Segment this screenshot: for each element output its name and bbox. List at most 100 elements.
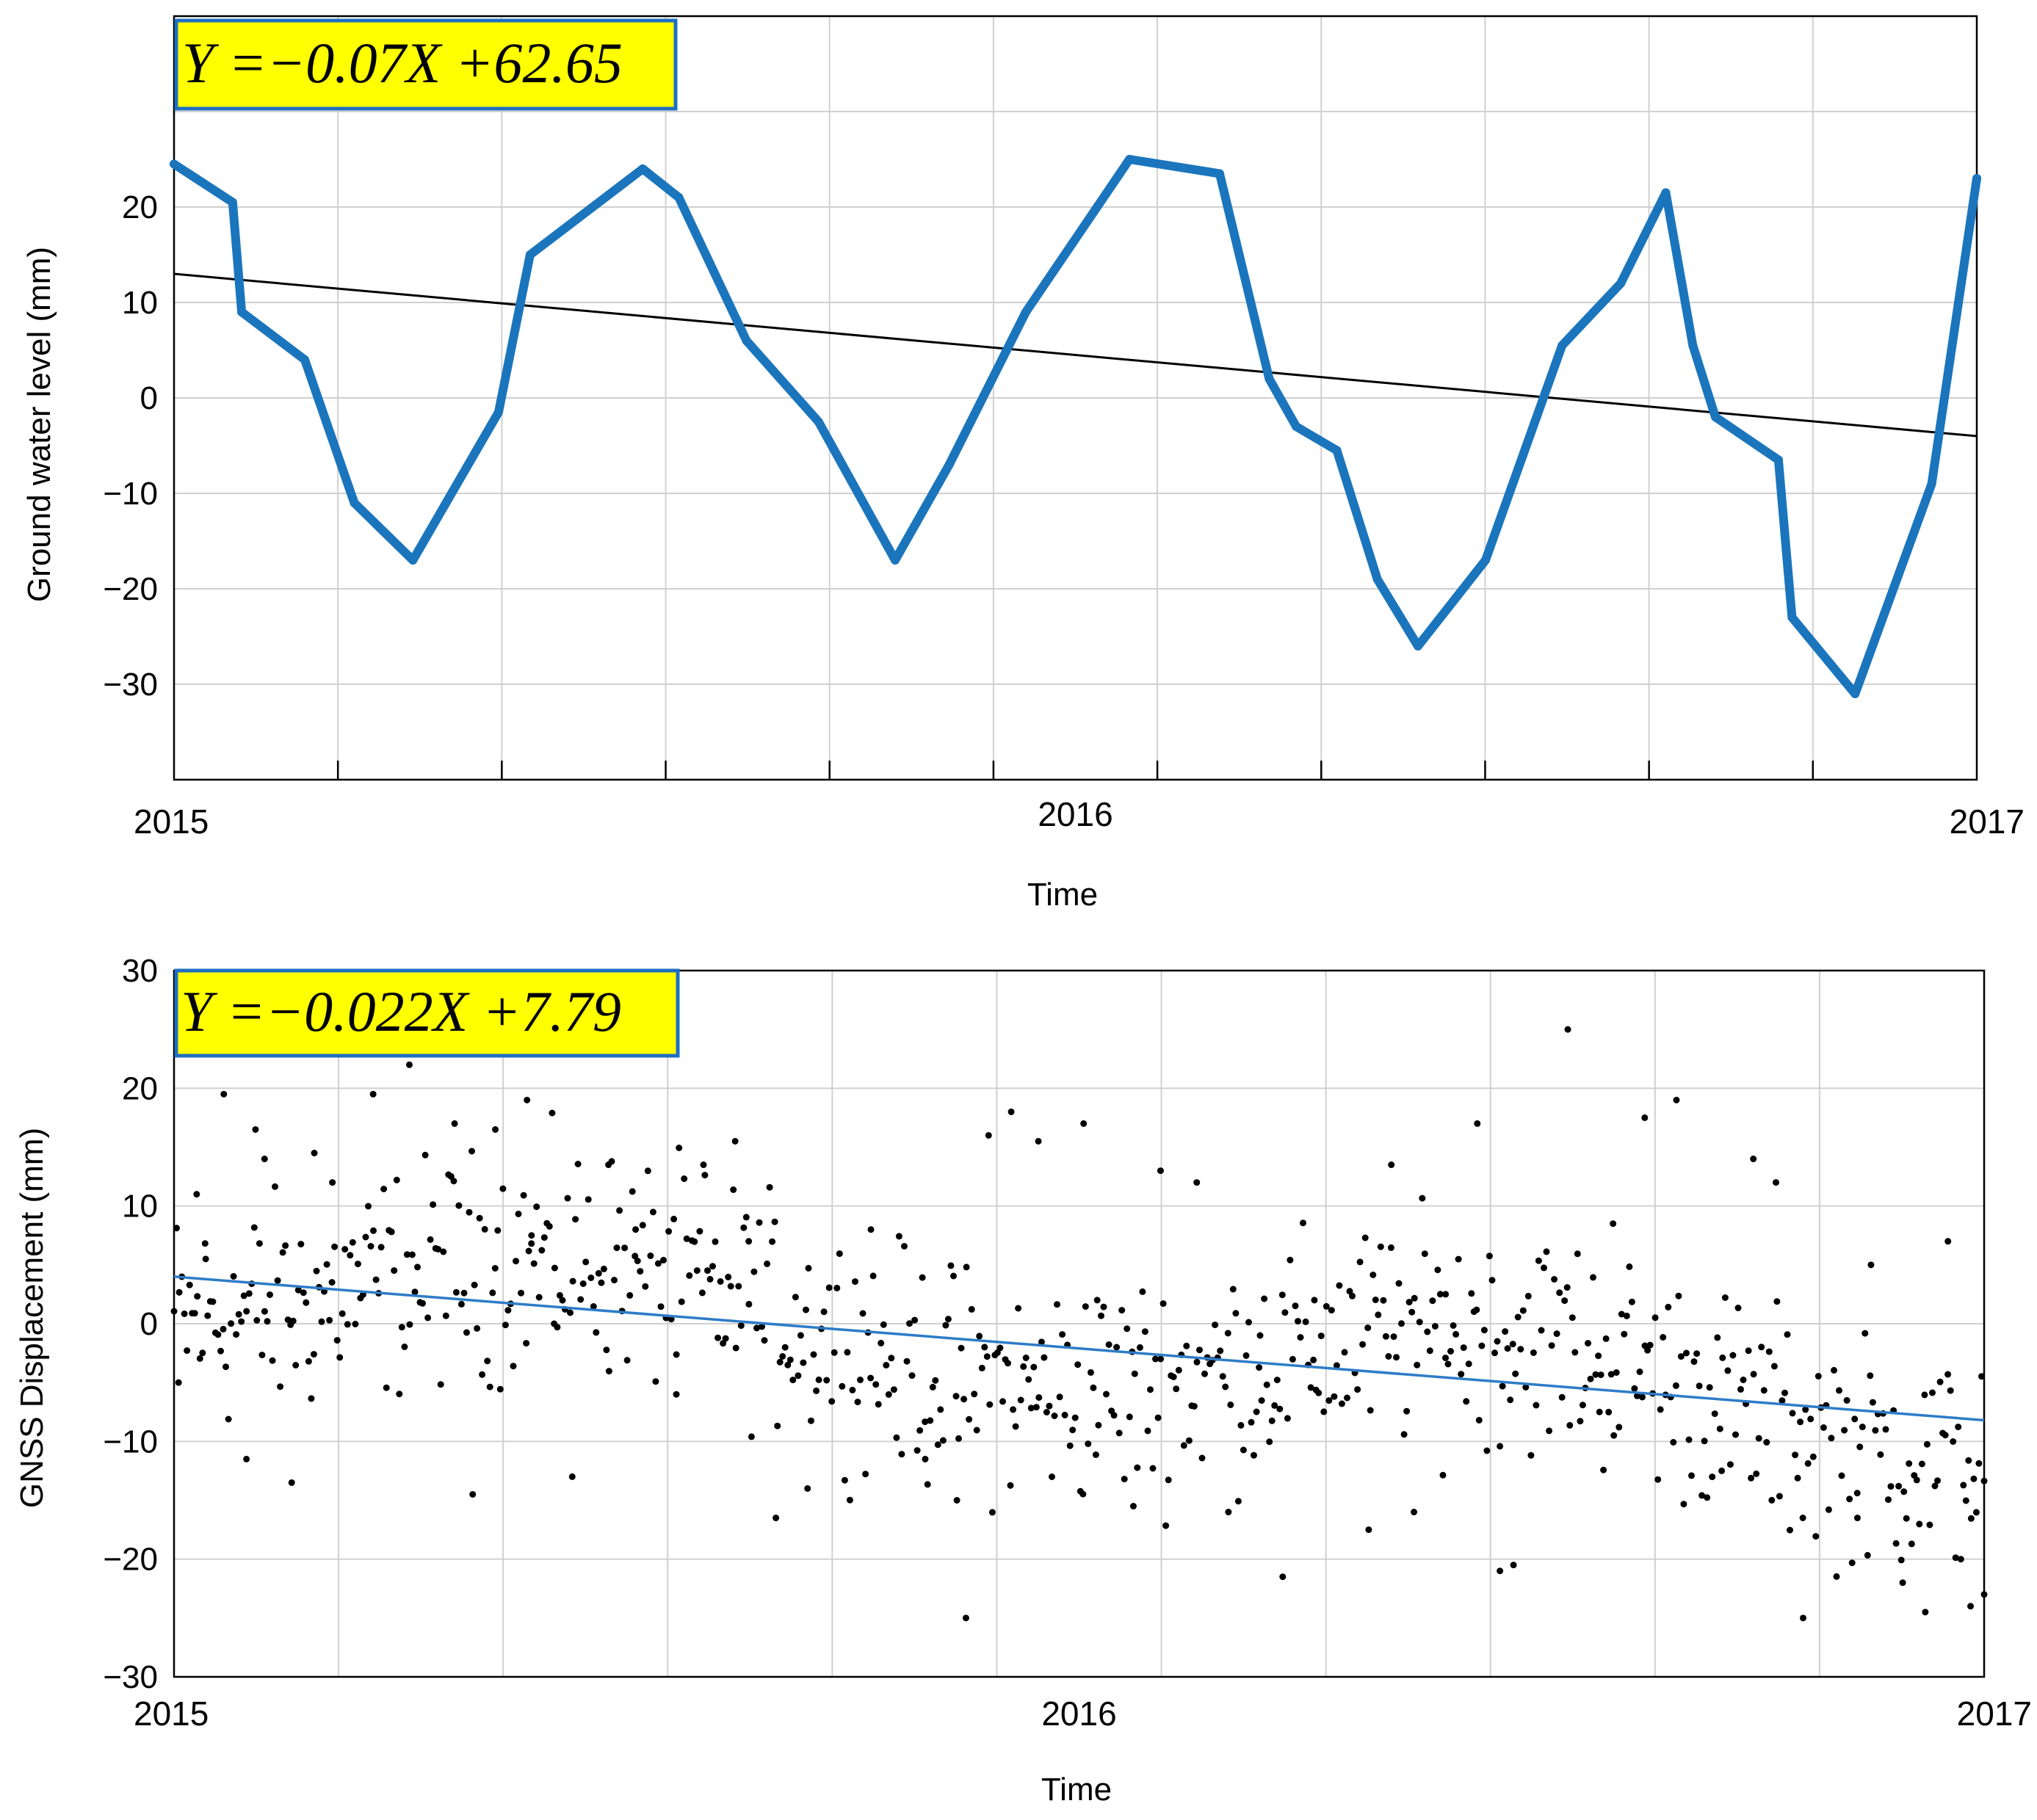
data-point: [502, 1322, 509, 1329]
data-point: [194, 1293, 201, 1300]
data-point: [214, 1331, 222, 1338]
data-point: [634, 1258, 641, 1264]
data-point: [1165, 1476, 1172, 1484]
data-point: [1046, 1402, 1053, 1410]
data-point: [217, 1347, 224, 1355]
data-point: [674, 193, 684, 202]
data-point: [1356, 1258, 1364, 1266]
data-point: [1098, 1312, 1104, 1319]
data-point: [1797, 1418, 1804, 1426]
data-point: [1564, 1026, 1571, 1033]
data-point: [1579, 1402, 1586, 1409]
data-point: [761, 1337, 768, 1344]
data-point: [237, 308, 247, 316]
data-point: [481, 1225, 488, 1233]
y-tick-labels: 30 20 10 0 −10 −20 −30: [103, 953, 158, 1695]
data-point: [1711, 413, 1721, 421]
data-point: [269, 1357, 276, 1364]
data-point: [391, 1267, 398, 1275]
data-point: [474, 1324, 481, 1332]
data-point: [1929, 1389, 1936, 1396]
data-point: [1538, 1327, 1545, 1334]
data-point: [872, 1381, 880, 1388]
data-point: [1475, 1416, 1483, 1424]
data-point: [730, 1186, 737, 1193]
data-point: [1693, 1350, 1701, 1357]
data-point: [1616, 279, 1626, 288]
data-point: [919, 1274, 926, 1281]
data-point: [1794, 1474, 1801, 1482]
data-point: [1170, 1374, 1177, 1380]
data-point: [1131, 1370, 1138, 1377]
data-point: [1646, 1341, 1654, 1349]
data-point: [1672, 1382, 1679, 1389]
data-point: [1237, 1421, 1245, 1429]
data-point: [608, 1158, 615, 1165]
data-point: [568, 1473, 576, 1480]
data-point: [1436, 1291, 1444, 1298]
data-point: [1763, 1439, 1770, 1446]
data-point: [649, 1208, 656, 1216]
data-point: [638, 164, 648, 173]
data-point: [828, 1398, 836, 1405]
data-point: [1807, 1415, 1815, 1423]
data-point: [681, 1175, 688, 1182]
data-point: [1838, 1472, 1845, 1479]
trend-line-group: [173, 1275, 1985, 1422]
data-point: [1317, 1333, 1325, 1340]
data-point: [421, 1151, 429, 1159]
data-point: [1100, 1303, 1107, 1310]
data-point: [1613, 1369, 1620, 1376]
data-point: [1776, 1493, 1783, 1500]
data-point: [1867, 1261, 1875, 1269]
data-point: [639, 1222, 646, 1229]
data-point: [1212, 1322, 1219, 1329]
plot-frame: [173, 969, 1986, 1678]
data-point: [1792, 1451, 1799, 1459]
data-point: [524, 1096, 531, 1103]
data-point: [289, 1317, 297, 1324]
data-point: [1387, 1244, 1394, 1251]
data-point: [1251, 1451, 1257, 1459]
data-point: [1765, 1348, 1773, 1355]
data-point: [593, 1329, 600, 1336]
data-point: [450, 1178, 457, 1185]
data-point: [1125, 155, 1135, 164]
data-point: [1201, 1370, 1208, 1377]
data-point: [756, 1219, 763, 1226]
data-point: [1300, 1219, 1306, 1227]
data-point: [1115, 1429, 1123, 1437]
data-point: [867, 1226, 875, 1233]
data-point: [230, 1273, 237, 1280]
data-point: [577, 1296, 585, 1303]
data-point: [1773, 455, 1783, 465]
data-point: [1952, 1554, 1959, 1562]
y-tick-label: −20: [103, 1542, 158, 1578]
trend-line: [173, 1275, 1985, 1422]
data-point: [815, 1376, 822, 1383]
data-point: [525, 250, 535, 259]
data-point: [204, 1312, 211, 1319]
data-point: [1685, 1436, 1693, 1443]
data-point: [1494, 1338, 1501, 1345]
data-point: [1836, 1387, 1842, 1394]
data-point: [1595, 1352, 1602, 1360]
data-point: [852, 1278, 858, 1286]
data-point: [523, 1340, 530, 1347]
data-point: [1398, 1320, 1405, 1327]
data-point: [1605, 1408, 1613, 1415]
data-point: [742, 336, 751, 345]
data-point: [235, 1310, 242, 1318]
data-point: [362, 1233, 369, 1241]
y-tick-label: 10: [122, 285, 158, 321]
data-point: [1877, 1451, 1884, 1458]
data-point: [1541, 1264, 1547, 1272]
data-point: [831, 1349, 838, 1356]
data-point: [906, 1320, 913, 1327]
data-point: [1488, 1277, 1496, 1284]
data-point: [1103, 1391, 1110, 1398]
data-point: [693, 1267, 701, 1275]
data-point: [1551, 1276, 1558, 1283]
data-point: [1831, 1366, 1837, 1374]
data-point: [535, 1294, 543, 1301]
